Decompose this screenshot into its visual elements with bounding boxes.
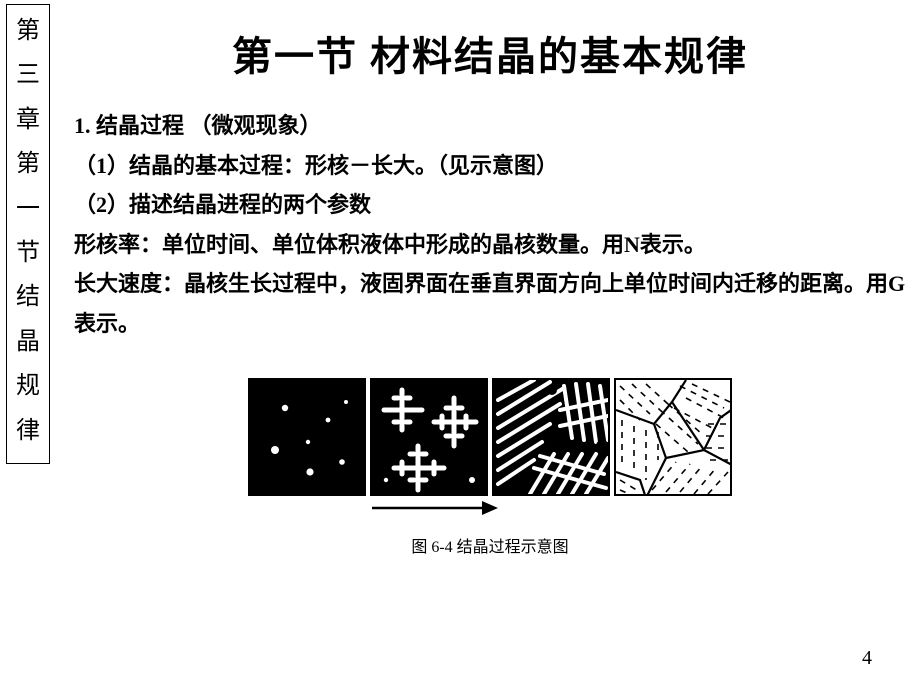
sidebar-char: 章 (16, 98, 40, 142)
figure-panel-2 (370, 378, 488, 496)
figure-panel-3 (492, 378, 610, 496)
sidebar-char: 第 (16, 9, 40, 53)
heading-1: 1. 结晶过程 （微观现象） (74, 106, 910, 146)
para-3: 形核率：单位时间、单位体积液体中形成的晶核数量。用N表示。 (74, 225, 910, 265)
figure-panel-1 (248, 378, 366, 496)
figure-panels (248, 378, 732, 496)
para-1: （1）结晶的基本过程：形核－长大。（见示意图） (74, 146, 910, 186)
sidebar-char: 节 (16, 231, 40, 275)
para-2: （2）描述结晶进程的两个参数 (74, 185, 910, 225)
sidebar-char: 一 (16, 187, 40, 231)
arrow-icon (370, 498, 498, 518)
sidebar-char: 晶 (16, 320, 40, 364)
sidebar-char: 律 (16, 409, 40, 453)
body-text: 1. 结晶过程 （微观现象） （1）结晶的基本过程：形核－长大。（见示意图） （… (70, 106, 910, 344)
sidebar-char: 三 (16, 53, 40, 97)
slide-title: 第一节 材料结晶的基本规律 (70, 24, 910, 82)
sidebar-char: 第 (16, 142, 40, 186)
para-4: 长大速度：晶核生长过程中，液固界面在垂直界面方向上单位时间内迁移的距离。用G表示… (74, 264, 910, 343)
sidebar-char: 规 (16, 364, 40, 408)
figure-panel-4 (614, 378, 732, 496)
chapter-sidebar: 第 三 章 第 一 节 结 晶 规 律 (6, 4, 50, 464)
slide-content: 第一节 材料结晶的基本规律 1. 结晶过程 （微观现象） （1）结晶的基本过程：… (70, 0, 910, 557)
page-number: 4 (862, 647, 872, 670)
figure: 图 6-4 结晶过程示意图 (70, 378, 910, 557)
sidebar-char: 结 (16, 275, 40, 319)
figure-caption: 图 6-4 结晶过程示意图 (70, 533, 910, 557)
